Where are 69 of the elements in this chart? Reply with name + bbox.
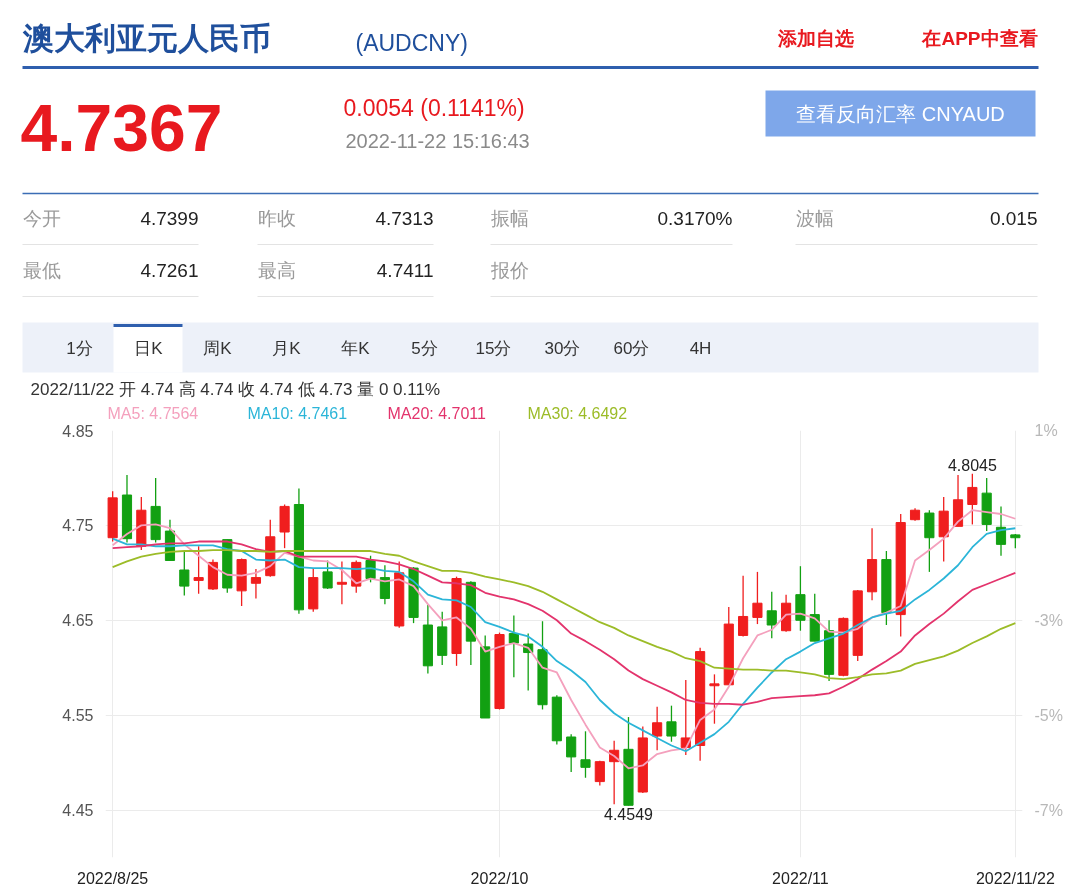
annotation: 4.8045 (947, 456, 997, 474)
chart-title: 澳大利亚元人民币 (21, 21, 271, 56)
candlestick (566, 733, 577, 773)
candlestick (752, 571, 763, 625)
y-tick-label: 4.45 (62, 802, 94, 820)
candlestick (580, 730, 591, 779)
candlestick (179, 550, 190, 597)
x-tick-label: 2022/8/25 (77, 869, 149, 887)
text: 昨收 (257, 208, 296, 229)
line-series (111, 549, 1017, 681)
candlestick (967, 473, 978, 526)
text: 4.7313 (375, 208, 434, 229)
candlestick (322, 559, 333, 590)
text: 4.7411 (376, 260, 434, 281)
y2-tick-label: -3% (1034, 611, 1063, 629)
text: 添加自选 (776, 28, 854, 49)
text: 波幅 (795, 208, 834, 229)
text: 报价 (489, 260, 529, 281)
text: 2022-11-22 15:16:43 (345, 129, 530, 152)
text: 月K (272, 339, 302, 358)
text: 60分 (613, 339, 650, 358)
text: 周K (203, 339, 233, 358)
y-tick-label: 4.75 (62, 517, 94, 535)
text: 4.7367 (20, 90, 223, 165)
text: 4.7399 (140, 208, 199, 229)
candlestick (652, 705, 663, 751)
text: 0.3170% (657, 208, 733, 229)
candlestick (250, 568, 262, 600)
candlestick (379, 564, 390, 605)
text: 最低 (22, 260, 61, 281)
text: 2022/11/22 开 4.74 高 4.74 收 4.74 低 4.73 量 0 0.11% (30, 380, 441, 399)
text: 在APP中查看 (921, 28, 1038, 49)
text: 今开 (22, 208, 61, 229)
text: 0.0054 (0.1141%) (343, 94, 525, 121)
text: 4H (689, 339, 712, 358)
y2-tick-label: -5% (1034, 706, 1063, 724)
text: 振幅 (490, 208, 529, 229)
annotation: 4.4549 (604, 806, 654, 824)
y2-tick-label: -7% (1034, 801, 1063, 819)
text: MA30: 4.6492 (527, 405, 628, 422)
text: MA5: 4.7564 (107, 405, 199, 422)
candlestick (738, 575, 749, 638)
line-series (111, 540, 1017, 706)
y-tick-label: 4.55 (62, 707, 94, 725)
text: MA10: 4.7461 (247, 405, 348, 422)
text: 0.015 (989, 208, 1038, 229)
text: 查看反向汇率 CNYAUD (796, 102, 1005, 125)
text: 最高 (257, 260, 296, 281)
text: 4.7261 (140, 260, 199, 281)
y2-tick-label: 1% (1034, 422, 1058, 439)
x-tick-label: 2022/11 (772, 869, 829, 887)
y-tick-label: 4.65 (62, 612, 94, 630)
text: 15分 (475, 339, 512, 358)
candlestick (766, 591, 777, 639)
text: 30分 (544, 339, 581, 358)
candlestick (336, 560, 347, 605)
candlestick (666, 705, 677, 743)
x-tick-label: 2022/10 (470, 869, 529, 887)
candlestick (594, 760, 605, 787)
candlestick (709, 673, 720, 725)
chart-subtitle: (AUDCNY) (355, 29, 468, 56)
x-tick-label: 2022/11/22 (975, 869, 1055, 887)
text: MA20: 4.7011 (387, 405, 487, 422)
candlestick (193, 545, 204, 595)
text: 1分 (66, 339, 93, 358)
text: 年K (341, 339, 371, 358)
text: 日K (134, 339, 164, 358)
text: 5分 (411, 339, 438, 358)
y-tick-label: 4.85 (62, 422, 94, 440)
